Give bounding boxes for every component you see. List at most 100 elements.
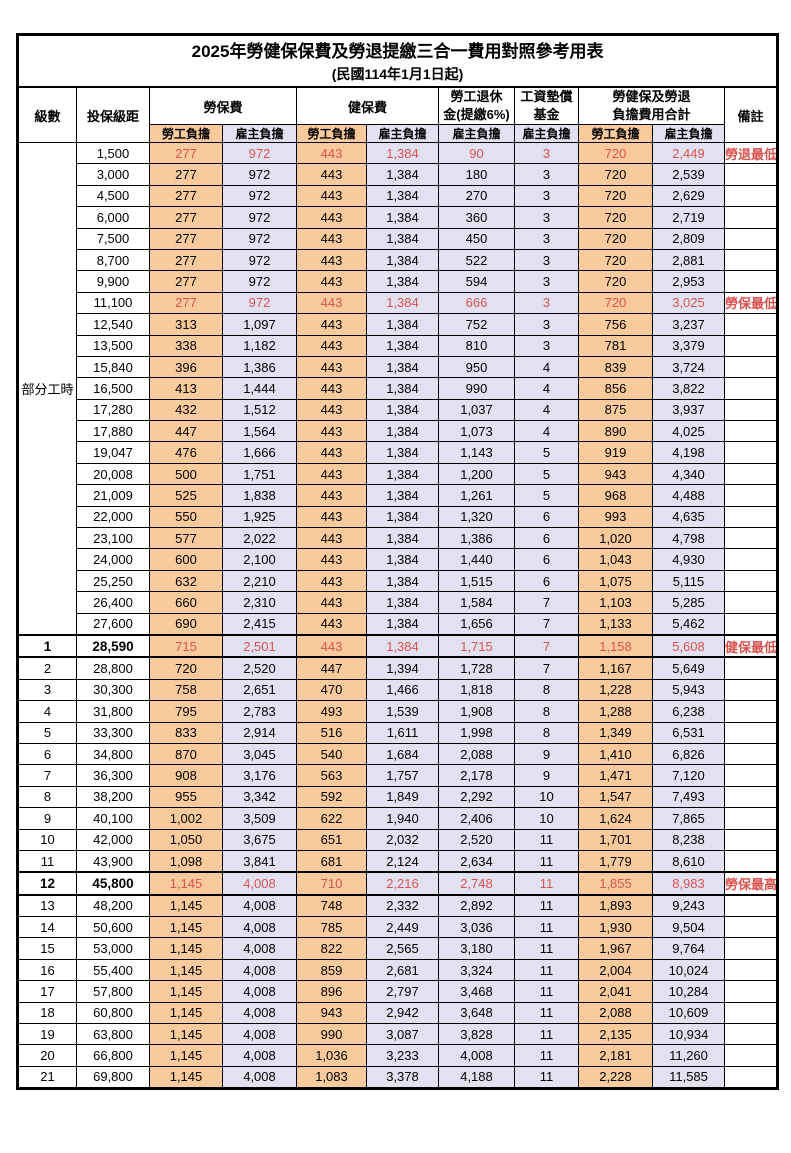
cell-wage-fund-employer: 9 xyxy=(514,742,579,766)
cell-pension-employer: 2,178 xyxy=(438,764,515,787)
cell-bracket: 31,800 xyxy=(76,700,150,723)
cell-bracket: 8,700 xyxy=(76,248,150,272)
subheader-health-employee: 勞工負擔 xyxy=(296,124,367,143)
table-row: 3 30,300 758 2,651 470 1,466 1,818 8 1,228 5,943 xyxy=(17,678,779,702)
cell-health-ins-employee: 943 xyxy=(296,1001,367,1025)
table-row: 21,009 525 1,838 443 1,384 1,261 5 968 4,488 xyxy=(18,484,779,507)
cell-total-employee: 720 xyxy=(578,141,653,165)
table-row: 4,500 277 972 443 1,384 270 3 720 2,629 xyxy=(18,184,779,208)
cell-wage-fund-employer: 11 xyxy=(514,849,579,873)
cell-remark xyxy=(723,377,779,400)
cell-pension-employer: 1,584 xyxy=(438,591,515,614)
cell-labor-ins-employee: 432 xyxy=(149,398,223,422)
cell-total-employee: 2,181 xyxy=(578,1044,653,1067)
cell-total-employer: 5,285 xyxy=(652,591,725,614)
cell-labor-ins-employer: 4,008 xyxy=(222,1001,297,1025)
cell-health-ins-employer: 2,942 xyxy=(366,1001,439,1025)
cell-total-employer: 2,809 xyxy=(652,227,725,250)
cell-bracket: 28,800 xyxy=(76,656,150,680)
cell-total-employee: 1,228 xyxy=(578,678,653,702)
header-wage-fund-line2: 基金 xyxy=(533,107,560,122)
table-row: 19 63,800 1,145 4,008 990 3,087 3,828 11 2,135 10… xyxy=(17,1023,779,1046)
cell-labor-ins-employee: 600 xyxy=(149,548,223,571)
cell-wage-fund-employer: 3 xyxy=(514,163,579,186)
cell-labor-ins-employee: 1,145 xyxy=(149,1001,223,1025)
cell-remark xyxy=(723,184,779,208)
cell-remark xyxy=(723,484,779,507)
cell-health-ins-employer: 1,394 xyxy=(366,656,439,680)
cell-labor-ins-employee: 1,050 xyxy=(149,828,223,851)
cell-total-employee: 720 xyxy=(578,206,653,229)
cell-labor-ins-employee: 550 xyxy=(149,505,223,529)
cell-labor-ins-employee: 313 xyxy=(149,313,223,336)
cell-total-employee: 720 xyxy=(578,291,653,315)
cell-total-employer: 8,238 xyxy=(652,828,725,851)
cell-pension-employer: 990 xyxy=(438,377,515,400)
cell-health-ins-employee: 443 xyxy=(296,505,367,529)
cell-total-employee: 875 xyxy=(578,398,653,422)
cell-remark xyxy=(723,1023,779,1046)
cell-health-ins-employee: 443 xyxy=(296,569,367,593)
cell-pension-employer: 1,440 xyxy=(438,548,515,571)
cell-wage-fund-employer: 11 xyxy=(514,1023,579,1046)
cell-level: 12 xyxy=(17,871,77,896)
cell-labor-ins-employee: 690 xyxy=(149,612,223,636)
cell-total-employee: 720 xyxy=(578,248,653,272)
cell-wage-fund-employer: 11 xyxy=(514,1001,579,1025)
table-row: 8 38,200 955 3,342 592 1,849 2,292 10 1,547 7,493 xyxy=(17,785,779,809)
cell-total-employer: 8,610 xyxy=(652,849,725,873)
cell-labor-ins-employee: 277 xyxy=(149,248,223,272)
cell-total-employee: 2,041 xyxy=(578,980,653,1003)
cell-total-employee: 1,701 xyxy=(578,828,653,851)
cell-health-ins-employer: 1,384 xyxy=(366,334,439,357)
cell-labor-ins-employer: 2,310 xyxy=(222,591,297,614)
cell-pension-employer: 1,515 xyxy=(438,569,515,593)
cell-bracket: 27,600 xyxy=(76,612,150,636)
cell-pension-employer: 3,468 xyxy=(438,980,515,1003)
cell-health-ins-employer: 3,087 xyxy=(366,1023,439,1046)
cell-labor-ins-employer: 3,176 xyxy=(222,764,297,787)
cell-pension-employer: 2,634 xyxy=(438,849,515,873)
cell-health-ins-employer: 1,384 xyxy=(366,141,439,165)
cell-health-ins-employer: 1,384 xyxy=(366,420,439,443)
cell-total-employee: 1,547 xyxy=(578,785,653,809)
cell-pension-employer: 270 xyxy=(438,184,515,208)
cell-total-employee: 856 xyxy=(578,377,653,400)
cell-total-employer: 4,198 xyxy=(652,441,725,464)
cell-health-ins-employee: 493 xyxy=(296,700,367,723)
cell-total-employer: 4,930 xyxy=(652,548,725,571)
table-row: 24,000 600 2,100 443 1,384 1,440 6 1,043 4,930 xyxy=(18,548,779,571)
cell-health-ins-employer: 2,032 xyxy=(366,828,439,851)
cell-total-employee: 993 xyxy=(578,505,653,529)
cell-health-ins-employer: 1,539 xyxy=(366,700,439,723)
table-row: 6 34,800 870 3,045 540 1,684 2,088 9 1,410 6,826 xyxy=(17,742,779,766)
table-row: 13 48,200 1,145 4,008 748 2,332 2,892 11 1,893 9,… xyxy=(17,894,779,918)
cell-pension-employer: 360 xyxy=(438,206,515,229)
cell-health-ins-employee: 859 xyxy=(296,958,367,982)
cell-remark xyxy=(723,700,779,723)
cell-labor-ins-employee: 277 xyxy=(149,270,223,293)
cell-pension-employer: 1,200 xyxy=(438,462,515,486)
cell-remark xyxy=(723,980,779,1003)
cell-labor-ins-employee: 447 xyxy=(149,420,223,443)
cell-labor-ins-employee: 525 xyxy=(149,484,223,507)
cell-health-ins-employee: 443 xyxy=(296,462,367,486)
header-pension: 勞工退休 金(提繳6%) xyxy=(438,86,515,125)
cell-level: 9 xyxy=(17,807,77,830)
cell-labor-ins-employer: 4,008 xyxy=(222,958,297,982)
cell-labor-ins-employer: 972 xyxy=(222,227,297,250)
cell-labor-ins-employer: 3,841 xyxy=(222,849,297,873)
cell-health-ins-employer: 1,684 xyxy=(366,742,439,766)
cell-health-ins-employee: 443 xyxy=(296,548,367,571)
cell-labor-ins-employer: 1,512 xyxy=(222,398,297,422)
cell-bracket: 9,900 xyxy=(76,270,150,293)
cell-remark xyxy=(723,355,779,379)
cell-labor-ins-employee: 577 xyxy=(149,527,223,550)
cell-health-ins-employer: 2,565 xyxy=(366,937,439,960)
cell-health-ins-employer: 1,384 xyxy=(366,270,439,293)
cell-remark xyxy=(723,163,779,186)
cell-labor-ins-employee: 1,145 xyxy=(149,871,223,896)
cell-total-employer: 9,764 xyxy=(652,937,725,960)
cell-bracket: 6,000 xyxy=(76,206,150,229)
cell-bracket: 4,500 xyxy=(76,184,150,208)
